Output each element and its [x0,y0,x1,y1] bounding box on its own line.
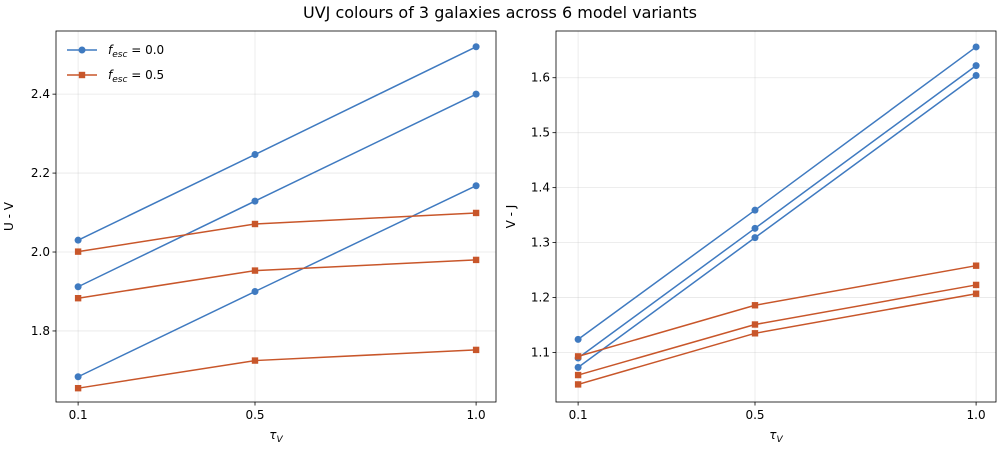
x-tick-label: 0.5 [245,408,264,422]
data-point-square [251,357,259,364]
data-point-circle [972,62,980,70]
data-point-circle [574,363,582,371]
data-point-square [472,346,480,354]
x-tick-label: 0.1 [569,408,588,422]
data-point-circle [972,43,980,51]
data-point-square [472,209,480,217]
data-point-square [251,267,259,274]
data-point-circle [74,373,82,381]
x-tick-label: 1.0 [967,408,986,422]
y-tick-label: 2.0 [31,245,50,259]
x-axis-label-main: τ [769,428,777,442]
data-point-circle [472,182,480,190]
legend-marker-circle [78,46,86,54]
series-line-fesc-0-5 [77,349,477,389]
data-point-circle [972,72,980,80]
data-point-square [251,220,259,228]
data-point-square [972,262,980,269]
x-axis-label: τV [769,428,783,445]
y-tick-label: 1.4 [531,181,550,195]
series-line-fesc-0-0 [77,93,477,288]
y-tick-label: 1.3 [531,236,550,250]
figure-title: UVJ colours of 3 galaxies across 6 model… [303,3,697,22]
legend-label-value: = 0.0 [127,43,164,57]
data-point-circle [251,287,259,295]
y-axis-label: V - J [504,205,518,229]
data-point-square [972,290,980,297]
data-point-circle [751,234,759,242]
legend-label: fesc = 0.5 [108,68,164,85]
series-line-fesc-0-5 [577,264,977,358]
data-point-square [751,330,759,337]
x-axis-label: τV [269,428,283,445]
x-tick-label: 0.5 [745,408,764,422]
x-axis-label-sub: V [277,435,284,445]
x-tick-label: 0.1 [69,408,88,422]
series-line-fesc-0-5 [77,259,477,299]
data-point-circle [472,43,480,51]
legend-label-main: f [108,43,114,57]
y-axis-label: U - V [2,201,16,231]
legend-label-sub: esc [112,50,127,60]
x-tick-label: 1.0 [467,408,486,422]
x-axis-label-sub: V [777,435,784,445]
data-point-square [972,281,980,289]
data-point-circle [751,224,759,232]
y-tick-label: 1.2 [531,291,550,305]
data-point-square [751,302,759,309]
data-point-circle [74,236,82,244]
axes-frame [555,30,997,403]
y-tick-label: 1.1 [531,346,550,360]
y-tick-label: 1.5 [531,126,550,140]
data-point-square [574,371,582,379]
data-point-square [74,248,82,255]
legend-label: fesc = 0.0 [108,43,164,60]
y-tick-label: 2.2 [31,166,50,180]
data-point-circle [751,206,759,214]
data-point-square [74,294,82,302]
data-point-circle [574,335,582,343]
data-point-square [574,353,582,360]
legend-marker-square [78,71,86,79]
data-point-circle [251,151,259,159]
data-point-square [74,384,82,392]
y-tick-label: 1.8 [31,324,50,338]
y-tick-label: 2.4 [31,87,50,101]
y-tick-label: 1.6 [531,71,550,85]
legend-label-value: = 0.5 [127,68,164,82]
right-panel-vj: 0.1 0.5 1.0 1.1 1.2 1.3 1.4 1.5 1.6 τV V - J [504,30,997,445]
axes-frame [55,30,497,403]
legend-label-sub: esc [112,75,127,85]
data-point-circle [251,197,259,205]
data-point-circle [74,283,82,291]
series-line-fesc-0-0 [77,185,477,378]
data-point-square [472,256,480,264]
legend-label-main: f [108,68,114,82]
x-axis-label-main: τ [269,428,277,442]
series-line-fesc-0-0 [577,74,977,368]
data-point-circle [472,90,480,98]
series-line-fesc-0-0 [577,65,977,359]
series-line-fesc-0-5 [77,212,477,253]
data-point-square [574,381,582,388]
data-point-square [751,321,759,328]
